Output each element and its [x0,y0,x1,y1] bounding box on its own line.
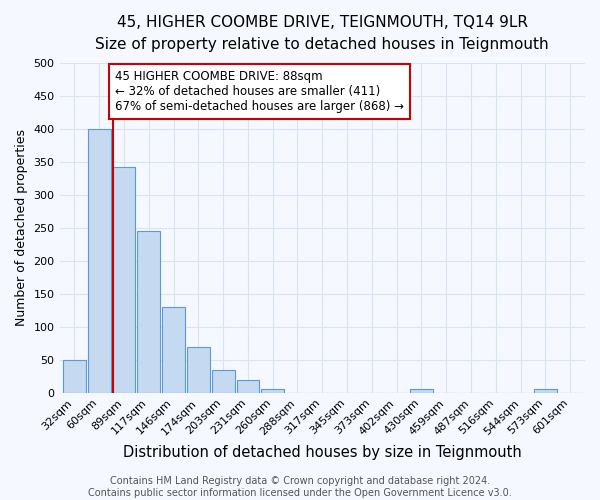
Y-axis label: Number of detached properties: Number of detached properties [15,130,28,326]
Bar [113,166,136,393]
X-axis label: Distribution of detached houses by size in Teignmouth: Distribution of detached houses by size … [123,445,521,460]
Bar [88,129,110,393]
Title: 45, HIGHER COOMBE DRIVE, TEIGNMOUTH, TQ14 9LR
Size of property relative to detac: 45, HIGHER COOMBE DRIVE, TEIGNMOUTH, TQ1… [95,15,549,52]
Text: 45 HIGHER COOMBE DRIVE: 88sqm
← 32% of detached houses are smaller (411)
67% of : 45 HIGHER COOMBE DRIVE: 88sqm ← 32% of d… [115,70,404,112]
Bar [137,230,160,393]
Bar [236,380,259,393]
Bar [212,370,235,393]
Bar [63,360,86,393]
Bar [261,389,284,393]
Bar [162,307,185,393]
Bar [187,346,210,393]
Text: Contains HM Land Registry data © Crown copyright and database right 2024.
Contai: Contains HM Land Registry data © Crown c… [88,476,512,498]
Bar [534,389,557,393]
Bar [410,389,433,393]
